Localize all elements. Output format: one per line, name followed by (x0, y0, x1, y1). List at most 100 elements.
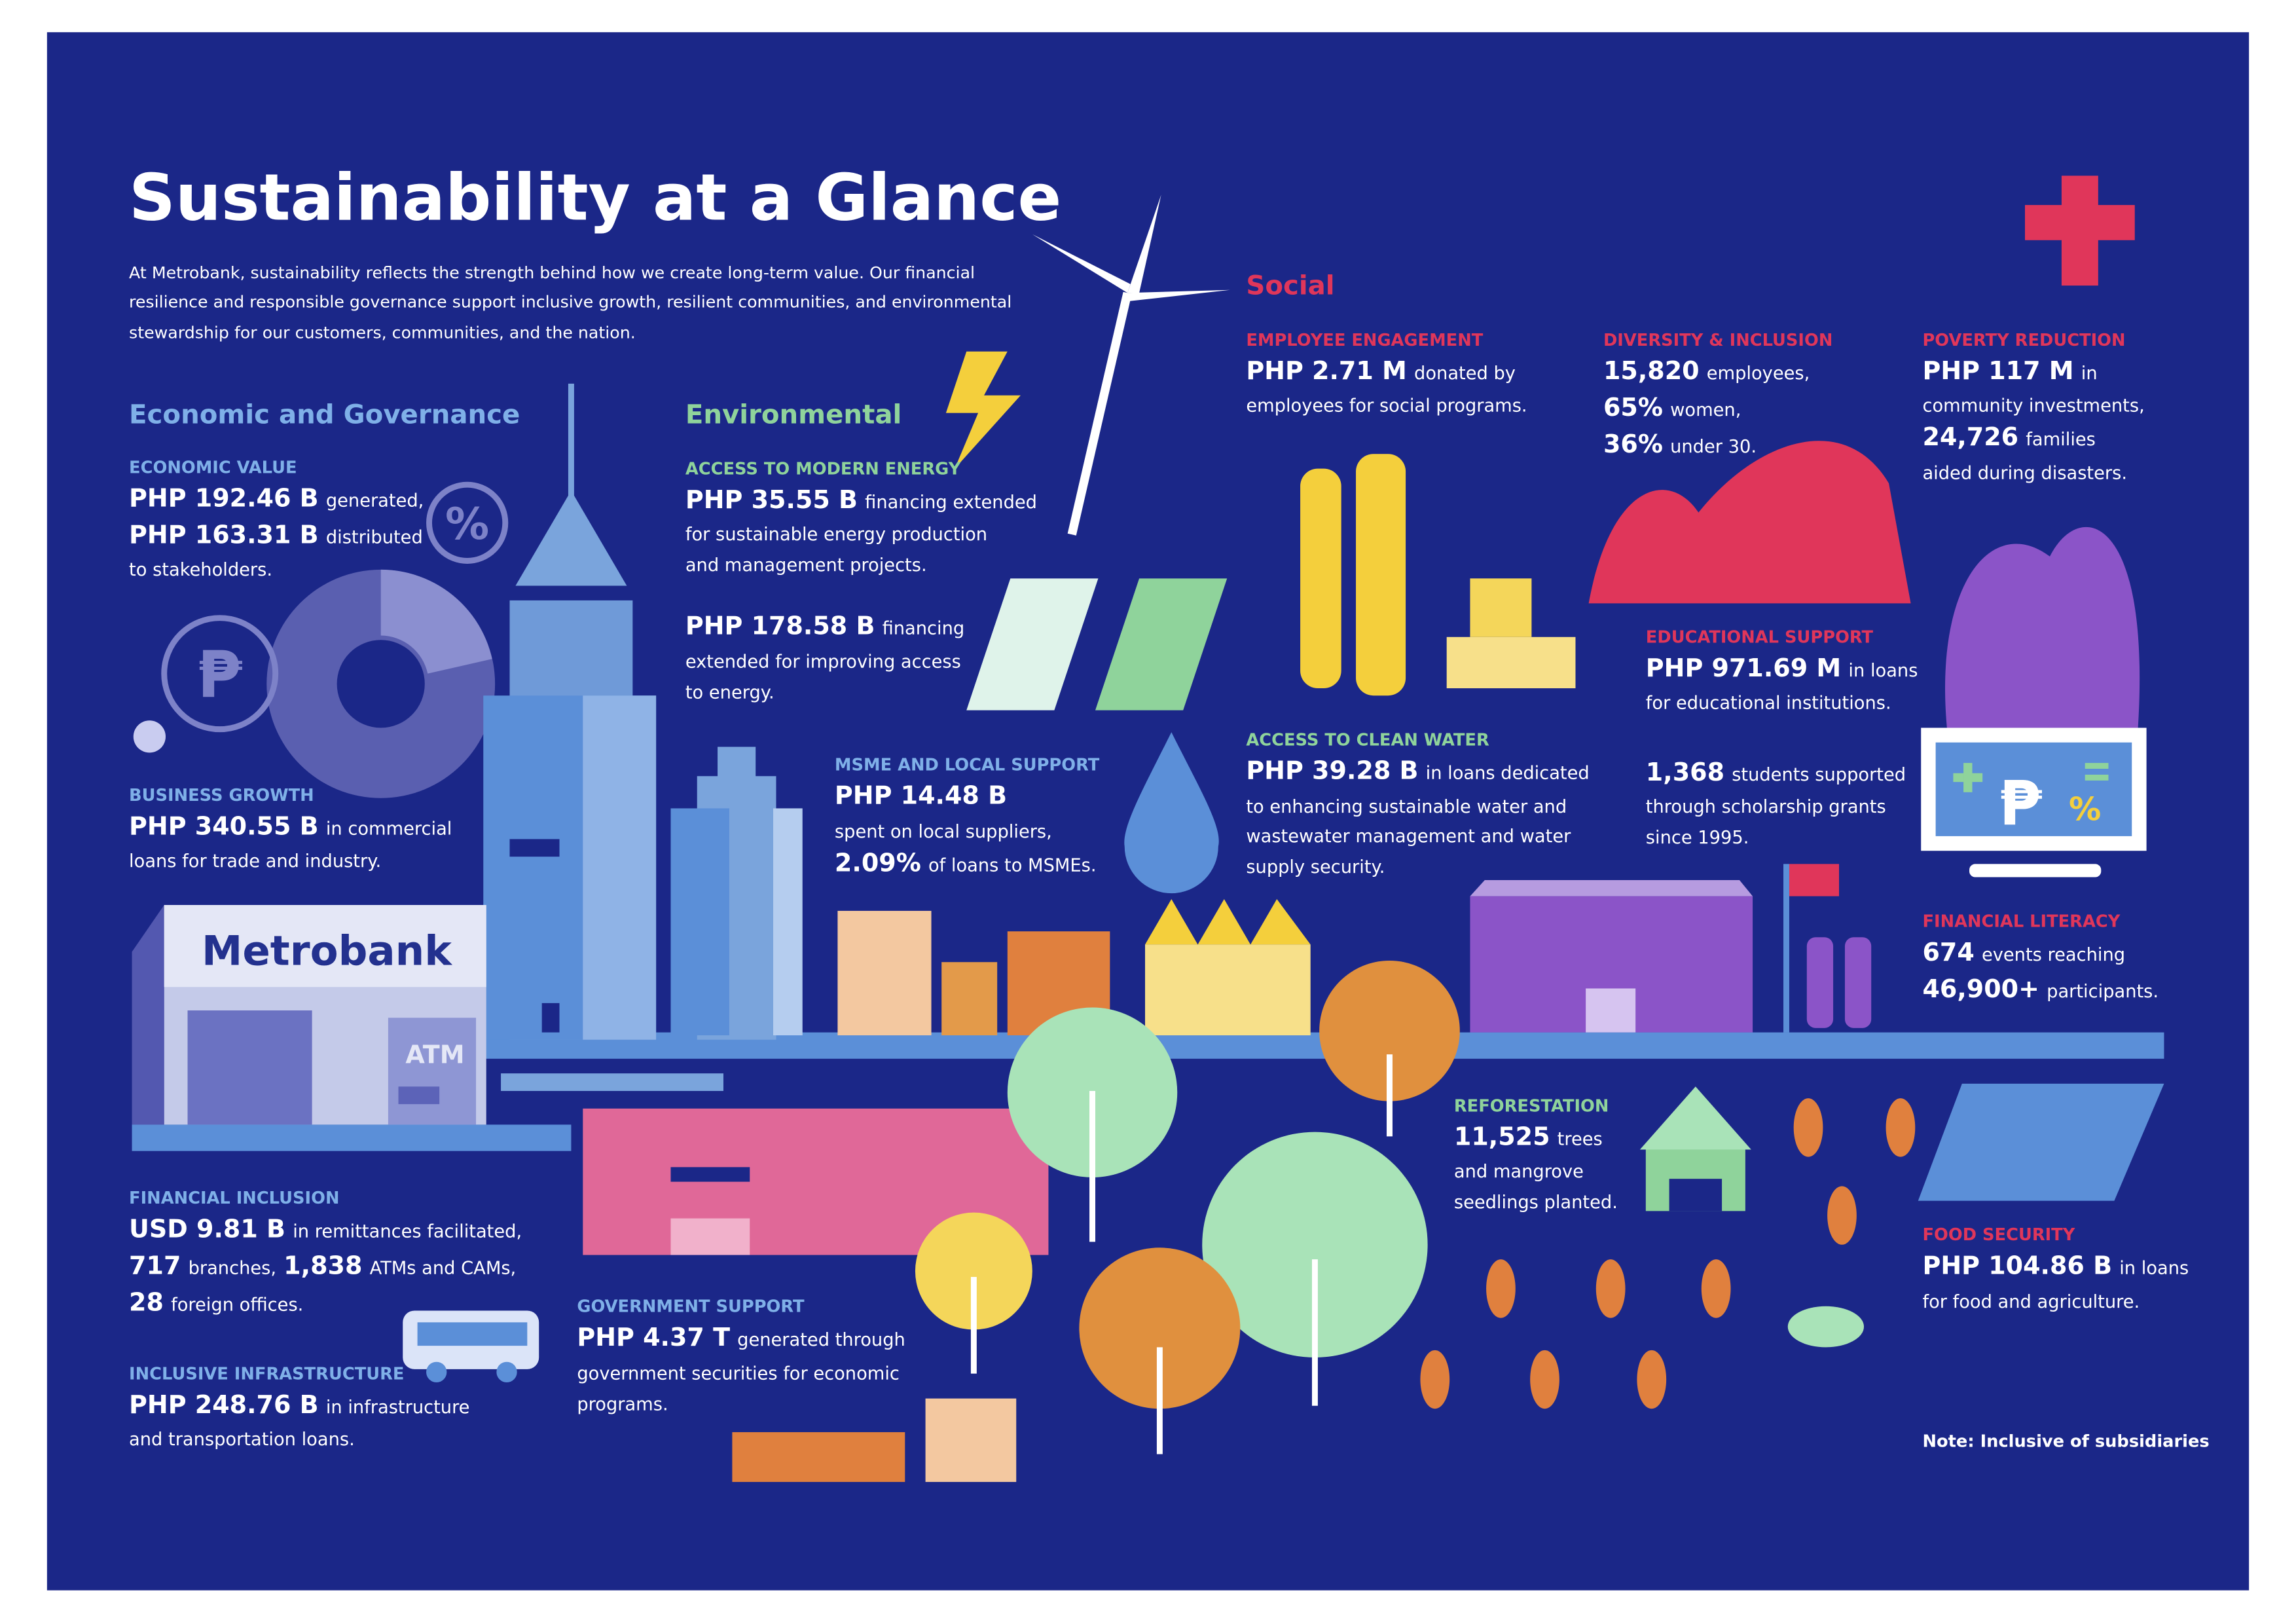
equals (2085, 763, 2109, 769)
blade (1032, 234, 1131, 293)
block-line: PHP 178.58 B financing (685, 611, 964, 640)
block-line: spent on local suppliers, (835, 822, 1052, 842)
caption: aided during disasters. (1922, 463, 2127, 483)
school-roof (1470, 879, 1753, 896)
percent-icon: % (445, 498, 489, 549)
caption: trees (1558, 1130, 1603, 1150)
block-heading: ACCESS TO MODERN ENERGY (685, 460, 961, 479)
bank-sign-board (164, 905, 486, 987)
block-heading: REFORESTATION (1454, 1096, 1609, 1116)
caption: financing (883, 618, 965, 638)
block-heading: BUSINESS GROWTH (129, 786, 314, 805)
peso-icon: ₱ (197, 638, 242, 712)
caption: since 1995. (1646, 828, 1749, 848)
tree (1079, 1247, 1241, 1409)
person (1356, 454, 1406, 696)
flag (1789, 864, 1840, 896)
section-title: Social (1246, 270, 1334, 301)
caption: in loans dedicated (1426, 764, 1590, 784)
tower-side (583, 695, 657, 1040)
intro-line: At Metrobank, sustainability reflects th… (129, 263, 975, 282)
bank-sign: Metrobank (202, 927, 452, 975)
turbine-pole (1067, 291, 1132, 536)
caption: to energy. (685, 683, 774, 703)
figure: PHP 4.37 T (577, 1323, 730, 1352)
caption: generated through (737, 1330, 905, 1350)
block-heading: ACCESS TO CLEAN WATER (1246, 730, 1489, 750)
section-title: Environmental (685, 399, 902, 430)
school-door (1586, 988, 1636, 1033)
box (925, 1398, 1017, 1483)
caption: under 30. (1670, 437, 1757, 457)
block-line: USD 9.81 B in remittances facilitated, (129, 1215, 522, 1244)
atm-slot (398, 1086, 440, 1105)
figure: 717 (129, 1251, 181, 1280)
caption: through scholarship grants (1646, 797, 1886, 817)
factory-door (670, 1218, 750, 1255)
bank-side (132, 905, 164, 1125)
water-drop (1124, 732, 1219, 894)
bolt (945, 351, 1021, 469)
caption: in (2081, 363, 2098, 384)
caption: to enhancing sustainable water and (1246, 797, 1567, 817)
building (670, 808, 729, 1036)
group (1588, 441, 1911, 604)
caption: participants. (2047, 982, 2159, 1002)
bank-base (132, 1124, 572, 1151)
intro-line: stewardship for our customers, communiti… (129, 323, 636, 342)
block-heading: FINANCIAL LITERACY (1922, 912, 2120, 932)
block-line: programs. (577, 1395, 668, 1415)
block-heading: POVERTY REDUCTION (1922, 331, 2125, 350)
caption: events reaching (1982, 945, 2125, 965)
caption: families (2026, 430, 2096, 450)
caption: in commercial (326, 819, 452, 840)
caption: supply security. (1246, 857, 1385, 877)
figure: PHP 163.31 B (129, 521, 319, 549)
fish-pond (1918, 1083, 2164, 1201)
block-line: PHP 39.28 B in loans dedicated (1246, 756, 1589, 785)
block-line: for sustainable energy production (685, 525, 987, 545)
block-line: seedlings planted. (1454, 1192, 1618, 1213)
figure: 46,900+ (1922, 974, 2039, 1003)
caption: for educational institutions. (1646, 693, 1891, 713)
caption: programs. (577, 1395, 668, 1415)
block-heading: MSME AND LOCAL SUPPORT (835, 755, 1100, 775)
donut-slice (380, 569, 492, 674)
caption: government securities for economic (577, 1364, 900, 1384)
cow (1787, 1306, 1865, 1348)
figure: 2.09% (835, 849, 921, 877)
boxes (1470, 578, 1532, 637)
figure: 24,726 (1922, 422, 2018, 451)
solar-panel (966, 578, 1099, 710)
block-heading: DIVERSITY & INCLUSION (1603, 331, 1832, 350)
block-line: 2.09% of loans to MSMEs. (835, 849, 1097, 877)
block-line: extended for improving access (685, 652, 961, 673)
block-line: PHP 248.76 B in infrastructure (129, 1390, 469, 1419)
caption: in remittances facilitated, (293, 1222, 522, 1242)
caption: employees, (1707, 363, 1810, 384)
block-line: through scholarship grants (1646, 797, 1886, 817)
window (509, 839, 560, 857)
figure: PHP 14.48 B (835, 781, 1007, 810)
tree (915, 1212, 1032, 1330)
trunks (970, 1054, 1393, 1454)
figure: PHP 178.58 B (685, 611, 875, 640)
block-heading: FINANCIAL INCLUSION (129, 1189, 339, 1208)
block-line: PHP 4.37 T generated through (577, 1323, 905, 1352)
caption: students supported (1732, 765, 1906, 785)
tower-roof (515, 490, 627, 586)
block-line: and management projects. (685, 555, 927, 576)
block-line: to energy. (685, 683, 774, 703)
caption: loans for trade and industry. (129, 851, 381, 872)
figure: PHP 248.76 B (129, 1390, 319, 1419)
block-line: 717 branches, 1,838 ATMs and CAMs, (129, 1251, 516, 1280)
figure: 11,525 (1454, 1122, 1550, 1151)
caption: branches, (189, 1259, 276, 1279)
caption: women, (1670, 400, 1741, 420)
note: Note: Inclusive of subsidiaries (1922, 1431, 2209, 1451)
monitor-percent: % (2069, 790, 2101, 828)
block-heading: ECONOMIC VALUE (129, 458, 297, 477)
caption: community investments, (1922, 396, 2144, 416)
dot (133, 720, 166, 753)
block-line: government securities for economic (577, 1364, 900, 1384)
